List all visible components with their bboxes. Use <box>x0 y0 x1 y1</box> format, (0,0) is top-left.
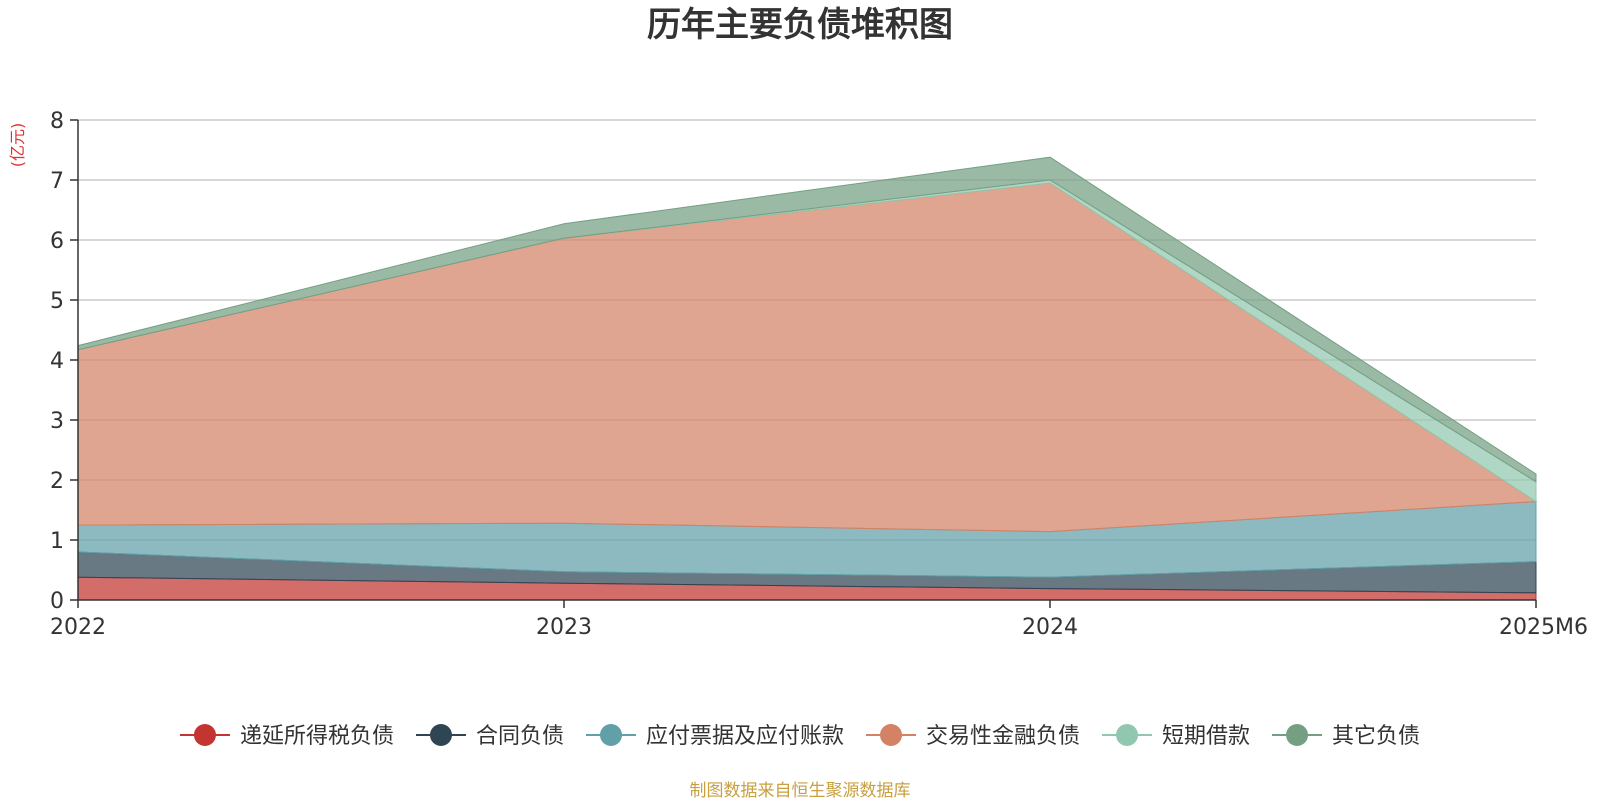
y-axis-unit-label: (亿元) <box>8 123 27 168</box>
chart-title: 历年主要负债堆积图 <box>647 5 953 45</box>
legend-item-1[interactable]: 合同负债 <box>415 724 564 749</box>
y-tick-label-6: 6 <box>50 229 64 254</box>
area-series-5[interactable] <box>77 156 1537 483</box>
legend-label-4: 短期借款 <box>1162 724 1250 749</box>
legend-label-5: 其它负债 <box>1332 724 1420 749</box>
y-tick-label-4: 4 <box>50 349 64 374</box>
legend[interactable]: 递延所得税负债 合同负债 应付票据及应付账款 交易性金融负债 短期借款 其它负债 <box>179 724 1420 749</box>
y-tick-label-0: 0 <box>50 589 64 614</box>
y-tick-label-1: 1 <box>50 529 64 554</box>
x-tick-label-1: 2023 <box>536 615 592 640</box>
legend-label-2: 应付票据及应付账款 <box>646 724 844 749</box>
x-tick-label-2: 2024 <box>1022 615 1078 640</box>
y-tick-label-3: 3 <box>50 409 64 434</box>
axes <box>70 119 1537 608</box>
legend-marker-2 <box>599 724 622 746</box>
legend-label-0: 递延所得税负债 <box>240 724 394 749</box>
legend-marker-5 <box>1286 724 1309 746</box>
x-tick-labels: 2022 2023 2024 2025M6 <box>50 615 1588 640</box>
legend-item-3[interactable]: 交易性金融负债 <box>866 724 1080 749</box>
legend-item-2[interactable]: 应付票据及应付账款 <box>585 724 844 749</box>
legend-marker-1 <box>429 724 452 746</box>
x-tick-label-0: 2022 <box>50 615 106 640</box>
legend-marker-3 <box>880 724 902 746</box>
area-series-layer <box>77 156 1538 601</box>
y-tick-label-7: 7 <box>50 169 64 194</box>
legend-item-5[interactable]: 其它负债 <box>1272 724 1420 749</box>
y-tick-label-8: 8 <box>50 109 64 134</box>
legend-marker-4 <box>1116 724 1139 746</box>
legend-label-3: 交易性金融负债 <box>926 724 1080 749</box>
legend-marker-0 <box>193 724 216 746</box>
source-note: 制图数据来自恒生聚源数据库 <box>690 781 911 800</box>
y-tick-labels: 0 1 2 3 4 5 6 7 8 <box>50 109 64 614</box>
legend-item-0[interactable]: 递延所得税负债 <box>179 724 394 749</box>
y-tick-label-5: 5 <box>50 289 64 314</box>
legend-item-4[interactable]: 短期借款 <box>1102 724 1250 749</box>
x-tick-label-3: 2025M6 <box>1499 615 1588 640</box>
y-tick-label-2: 2 <box>50 469 64 494</box>
legend-label-1: 合同负债 <box>476 724 564 749</box>
